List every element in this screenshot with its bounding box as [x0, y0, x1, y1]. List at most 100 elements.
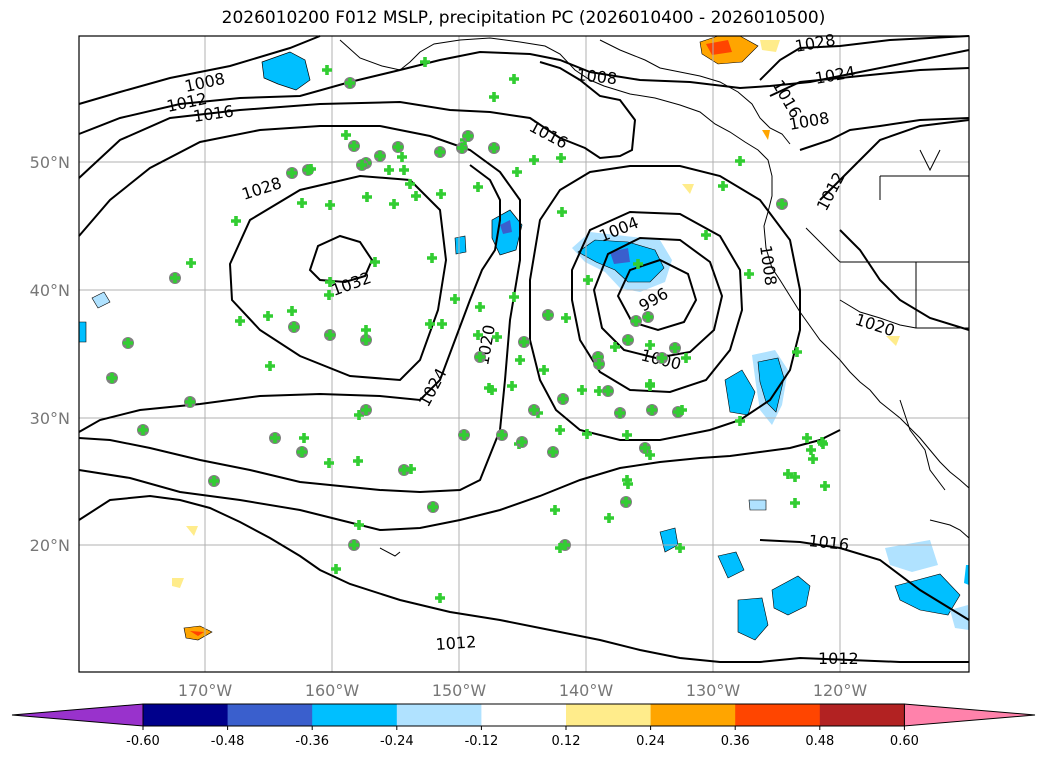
station-plus-marker: [435, 593, 446, 603]
precip-blob: [762, 130, 770, 140]
station-plus-marker: [450, 294, 461, 305]
station-plus-marker: [529, 155, 539, 165]
isobars: [78, 35, 970, 663]
contour-label: 1008: [576, 65, 618, 88]
colorbar-box: [819, 704, 905, 726]
station-plus-marker: [623, 479, 633, 490]
station-plus-marker: [594, 386, 604, 397]
colorbar-tick-label: -0.36: [295, 734, 329, 749]
station-plus-marker: [349, 540, 360, 550]
station-plus-marker: [473, 182, 484, 192]
station-plus-marker: [623, 335, 633, 346]
station-plus-marker: [473, 330, 484, 341]
station-plus-marker: [297, 198, 308, 208]
station-plus-marker: [489, 143, 500, 153]
precip-blob: [682, 184, 694, 194]
colorbar-tick-label: 0.48: [805, 734, 834, 749]
station-plus-marker: [463, 131, 474, 141]
station-plus-marker: [582, 429, 592, 440]
station-plus-marker: [615, 408, 625, 419]
station-plus-marker: [792, 347, 802, 358]
station-plus-marker: [299, 433, 310, 444]
station-plus-marker: [645, 340, 655, 351]
station-plus-marker: [640, 443, 650, 454]
station-plus-marker: [389, 199, 400, 209]
precip-blob: [724, 369, 756, 416]
station-plus-marker: [783, 469, 793, 480]
station-plus-marker: [673, 407, 683, 418]
station-plus-marker: [802, 433, 812, 444]
colorbar-box: [143, 704, 229, 726]
station-plus-marker: [675, 543, 685, 553]
plot-area: [79, 36, 969, 672]
colorbar-box: [735, 704, 821, 726]
precip-blob: [737, 597, 769, 641]
station-plus-marker: [548, 447, 558, 458]
lat-label: 50°N: [30, 153, 70, 172]
map-title: 2026010200 F012 MSLP, precipitation PC (…: [221, 8, 826, 28]
station-plus-marker: [484, 383, 495, 394]
contour-label: 1016: [808, 531, 850, 554]
lat-label: 30°N: [30, 409, 70, 428]
station-plus-marker: [375, 151, 386, 161]
station-plus-marker: [744, 269, 754, 280]
station-plus-marker: [475, 352, 486, 363]
lon-label: 160°W: [305, 681, 360, 700]
station-plus-marker: [806, 445, 816, 456]
station-plus-marker: [459, 430, 470, 441]
precip-blob: [886, 336, 900, 346]
station-plus-marker: [354, 410, 365, 421]
station-plus-marker: [645, 381, 655, 392]
colorbar-tick-label: -0.12: [465, 734, 499, 749]
station-plus-marker: [790, 472, 800, 483]
lon-label: 120°W: [813, 681, 868, 700]
station-plus-marker: [594, 359, 604, 370]
colorbar-tick-label: 0.24: [636, 734, 665, 749]
colorbar-tick-label: 0.36: [721, 734, 750, 749]
station-plus-marker: [186, 258, 196, 269]
station-plus-marker: [399, 165, 410, 175]
station-plus-marker: [677, 405, 687, 416]
station-plus-marker: [519, 337, 529, 348]
station-plus-marker: [341, 130, 352, 140]
station-plus-marker: [362, 192, 373, 202]
precip-blob: [190, 631, 204, 636]
station-plus-marker: [263, 311, 274, 322]
station-plus-marker: [265, 361, 276, 372]
station-plus-marker: [393, 142, 404, 152]
colorbar-outline: [142, 703, 905, 727]
colorbar-tick-label: -0.60: [126, 734, 160, 749]
precip-blob: [760, 40, 780, 52]
station-plus-marker: [631, 316, 641, 327]
station-plus-marker: [325, 330, 336, 341]
precip-blob: [78, 321, 87, 343]
station-plus-marker: [558, 394, 568, 405]
colorbar-box: [396, 704, 482, 726]
station-plus-marker: [170, 273, 180, 284]
station-plus-marker: [790, 498, 800, 509]
station-plus-marker: [270, 433, 281, 444]
station-plus-marker: [357, 160, 368, 170]
precip-blob: [964, 565, 969, 585]
station-plus-marker: [437, 319, 448, 330]
station-plus-marker: [361, 335, 372, 346]
station-plus-marker: [735, 416, 745, 427]
station-plus-marker: [325, 277, 336, 288]
precip-shading: [78, 35, 969, 641]
station-plus-marker: [492, 332, 503, 343]
station-plus-marker: [324, 290, 335, 301]
colorbar: -0.60 -0.48 -0.36 -0.24 -0.12 0.12 0.24 0.36 0.4…: [11, 703, 1036, 749]
precip-blob: [186, 526, 198, 536]
station-plus-marker: [209, 476, 219, 487]
lon-label: 170°W: [178, 681, 233, 700]
station-plus-marker: [509, 292, 519, 303]
station-plus-marker: [384, 165, 395, 175]
station-plus-marker: [515, 355, 525, 366]
station-plus-marker: [289, 322, 300, 333]
station-plus-marker: [735, 156, 745, 166]
colorbar-tick-label: -0.48: [211, 734, 245, 749]
precip-blob: [748, 499, 767, 511]
station-plus-marker: [123, 338, 133, 349]
precip-blob: [717, 551, 745, 579]
station-plus-marker: [820, 481, 830, 492]
